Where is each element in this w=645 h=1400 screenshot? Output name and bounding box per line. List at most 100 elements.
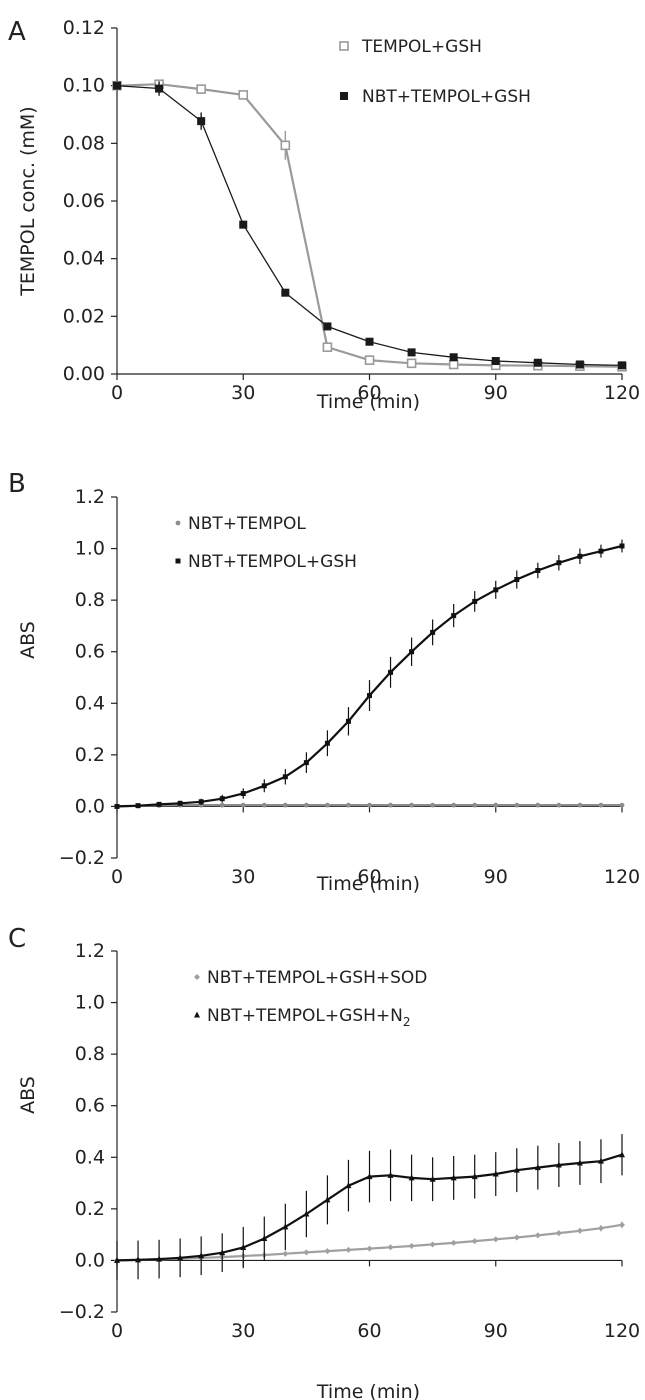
- data-point: [407, 348, 416, 357]
- data-point: [534, 1164, 541, 1171]
- legend-item-1: NBT+TEMPOL+GSH+SOD: [194, 968, 427, 988]
- data-point: [303, 1210, 310, 1217]
- y-tick-label: 0.4: [75, 692, 105, 714]
- data-point: [345, 718, 351, 724]
- panel-a-label: A: [8, 17, 26, 47]
- data-point: [451, 802, 457, 808]
- y-tick-label: 0.0: [75, 1249, 105, 1271]
- data-point: [514, 802, 520, 808]
- y-tick-label: 0.06: [63, 190, 105, 212]
- legend-label: NBT+TEMPOL: [188, 514, 306, 534]
- data-point: [281, 288, 290, 297]
- data-point: [367, 802, 372, 808]
- data-point: [155, 84, 164, 93]
- data-point: [534, 1232, 541, 1239]
- data-point: [576, 1227, 583, 1234]
- y-tick-label: 0.8: [75, 1043, 105, 1065]
- legend-label: TEMPOL+GSH: [361, 37, 482, 57]
- y-tick-label: 1.2: [75, 940, 105, 962]
- x-tick-label: 90: [484, 1320, 508, 1342]
- y-tick-label: 0.6: [75, 1095, 105, 1117]
- x-axis-title: Time (min): [316, 873, 420, 895]
- data-point: [598, 802, 604, 808]
- data-point: [556, 802, 562, 808]
- legend-item-1: NBT+TEMPOL: [175, 514, 306, 534]
- data-point: [388, 802, 393, 808]
- y-tick-label: 0.10: [63, 75, 105, 97]
- data-point: [114, 1256, 120, 1263]
- y-axis-title: ABS: [17, 621, 39, 659]
- data-point: [408, 1242, 415, 1249]
- legend-label-text: NBT+TEMPOL+GSH: [188, 552, 357, 572]
- data-point: [555, 1230, 562, 1237]
- data-point: [323, 322, 332, 331]
- data-point: [430, 802, 436, 808]
- data-point: [492, 1170, 499, 1177]
- legend-label-text: NBT+TEMPOL: [188, 514, 306, 534]
- data-point: [366, 1245, 373, 1252]
- data-point: [387, 1171, 394, 1178]
- data-point: [240, 791, 246, 797]
- data-point: [429, 1241, 436, 1248]
- data-point: [114, 803, 120, 809]
- data-point: [156, 1255, 163, 1262]
- data-point: [387, 1244, 394, 1251]
- data-point: [471, 1238, 478, 1245]
- y-tick-label: 0.8: [75, 589, 105, 611]
- y-tick-label: 0.12: [63, 17, 105, 39]
- legend-item-2: NBT+TEMPOL+GSH: [175, 552, 357, 572]
- x-tick-label: 30: [231, 866, 255, 888]
- data-point: [535, 802, 541, 808]
- data-point: [409, 649, 415, 655]
- y-tick-label: 0.6: [75, 641, 105, 663]
- data-point: [198, 799, 204, 805]
- legend-label: NBT+TEMPOL+GSH+SOD: [207, 968, 427, 988]
- data-point: [367, 693, 372, 699]
- x-tick-label: 0: [111, 866, 123, 888]
- series-line: [116, 83, 623, 368]
- data-point: [556, 560, 562, 566]
- data-point: [555, 1161, 562, 1168]
- legend-item-1: TEMPOL+GSH: [339, 37, 482, 57]
- x-tick-label: 60: [357, 866, 381, 888]
- x-tick-label: 0: [111, 382, 123, 404]
- data-point: [619, 1221, 625, 1228]
- data-point: [240, 802, 246, 808]
- x-tick-label: 60: [357, 382, 381, 404]
- data-point: [577, 553, 583, 559]
- series-1: [112, 79, 627, 372]
- data-point: [282, 1223, 289, 1230]
- data-point: [219, 1249, 226, 1256]
- series-line: [116, 544, 623, 808]
- data-point: [282, 1250, 289, 1257]
- y-tick-label: 0.0: [75, 795, 105, 817]
- legend-label: NBT+TEMPOL+GSH: [188, 552, 357, 572]
- data-point: [282, 774, 288, 780]
- data-point: [324, 740, 330, 746]
- y-tick-label: −0.2: [59, 1301, 105, 1323]
- x-tick-label: 30: [231, 382, 255, 404]
- data-point: [324, 1248, 331, 1255]
- data-point: [492, 1236, 499, 1243]
- data-point: [280, 140, 291, 151]
- x-axis-title: Time (min): [316, 1381, 420, 1400]
- x-axis-title: Time (min): [316, 391, 420, 413]
- data-point: [472, 598, 478, 604]
- data-point: [597, 1157, 604, 1164]
- legend-marker: [194, 974, 200, 980]
- data-point: [430, 629, 436, 635]
- legend-item-2: NBT+TEMPOL+GSH+N2: [194, 1006, 411, 1029]
- data-point: [135, 1256, 142, 1263]
- y-tick-label: 0.08: [63, 132, 105, 154]
- data-point: [325, 802, 330, 808]
- y-tick-label: 1.0: [75, 992, 105, 1014]
- data-point: [619, 1151, 625, 1158]
- x-tick-label: 90: [484, 382, 508, 404]
- y-tick-label: −0.2: [59, 847, 105, 869]
- chart-panel-c: −0.2 0.0 0.2 0.4 0.6 0.8 1.0 1.2 0 30 60 90 120 Time …: [17, 940, 640, 1400]
- data-point: [346, 802, 351, 808]
- legend-marker: [340, 92, 348, 100]
- data-point: [197, 117, 206, 126]
- data-point: [577, 802, 583, 808]
- data-point: [491, 357, 500, 366]
